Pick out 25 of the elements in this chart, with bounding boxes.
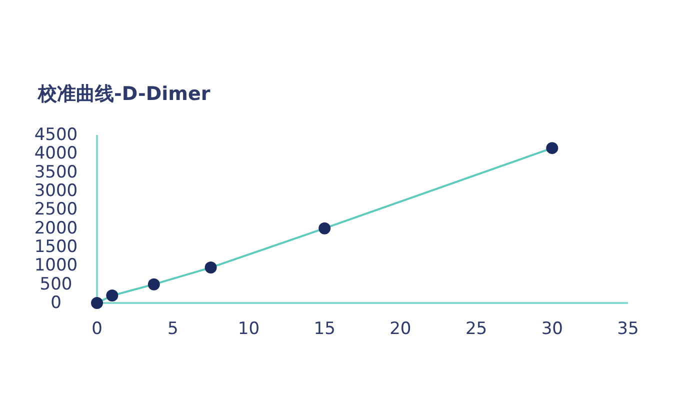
y-tick-label: 4000 [34,144,78,164]
x-tick-label: 30 [541,319,563,339]
point [106,290,118,302]
y-tick-label: 3000 [34,181,78,201]
y-tick-label: 2500 [34,200,78,220]
y-tick-label: 3500 [34,162,78,182]
point [546,142,558,154]
chart-title: 校准曲线-D-Dimer [37,83,211,105]
y-tick-label: 2000 [34,218,78,238]
point [91,297,103,309]
y-tick-label: 1000 [34,256,78,276]
y-tick-label: 1500 [34,237,78,257]
x-tick-label: 5 [167,319,178,339]
point [148,278,160,290]
x-tick-label: 0 [92,319,102,339]
x-tick-label: 15 [314,319,336,339]
point [204,262,217,274]
x-tick-label: 35 [617,319,639,339]
x-tick-label: 20 [390,319,412,339]
y-tick-label: 500 [40,274,72,294]
y-tick-label: 0 [50,293,62,313]
x-tick-label: 25 [465,319,488,339]
point [318,222,331,234]
y-tick-label: 4500 [34,125,78,145]
x-tick-label: 10 [238,319,260,339]
